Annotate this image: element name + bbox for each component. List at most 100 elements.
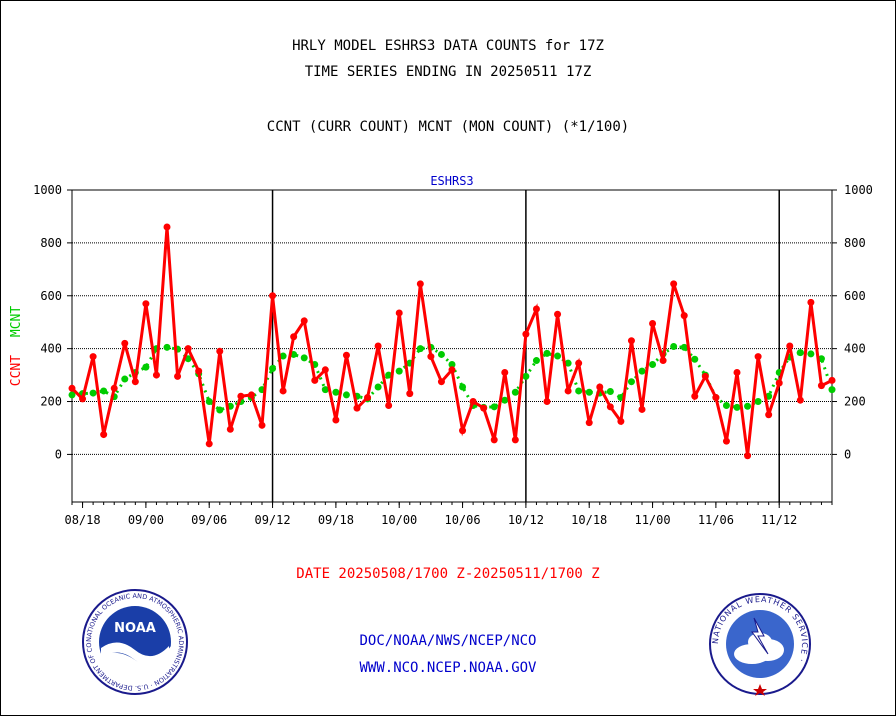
data-point-ccnt — [448, 366, 456, 374]
data-point-mcnt — [807, 350, 815, 358]
data-point-ccnt — [321, 366, 329, 374]
data-point-ccnt — [353, 404, 361, 412]
data-point-mcnt — [575, 387, 583, 395]
data-point-ccnt — [437, 378, 445, 386]
y-tick-label-right: 600 — [844, 289, 866, 303]
x-tick-label: 09/18 — [318, 513, 354, 527]
data-point-mcnt — [279, 352, 287, 360]
data-point-mcnt — [332, 388, 340, 396]
data-point-ccnt — [480, 404, 488, 412]
x-tick-label: 10/00 — [381, 513, 417, 527]
data-point-ccnt — [627, 337, 635, 345]
data-point-mcnt — [100, 387, 108, 395]
data-point-ccnt — [290, 333, 298, 341]
nws-logo: NATIONAL WEATHER SERVICE · — [708, 592, 812, 700]
data-point-ccnt — [247, 391, 255, 399]
data-point-ccnt — [691, 392, 699, 400]
data-point-mcnt — [216, 406, 224, 414]
data-point-ccnt — [564, 387, 572, 395]
plot-title: ESHRS3 — [430, 174, 473, 188]
data-point-ccnt — [406, 390, 414, 398]
data-point-ccnt — [184, 345, 192, 353]
data-point-mcnt — [511, 388, 519, 396]
data-point-mcnt — [321, 386, 329, 394]
data-point-mcnt — [532, 357, 540, 365]
data-point-ccnt — [532, 305, 540, 313]
data-point-mcnt — [585, 388, 593, 396]
data-point-mcnt — [395, 367, 403, 375]
x-tick-label: 09/12 — [254, 513, 290, 527]
data-point-ccnt — [522, 330, 530, 338]
data-point-mcnt — [269, 364, 277, 372]
data-point-mcnt — [142, 363, 150, 371]
data-point-ccnt — [807, 298, 815, 306]
chart-subtitle: CCNT (CURR COUNT) MCNT (MON COUNT) (*1/1… — [266, 119, 630, 135]
data-point-mcnt — [163, 343, 171, 351]
data-point-mcnt — [638, 367, 646, 375]
data-point-ccnt — [68, 384, 76, 392]
y-tick-label-right: 1000 — [844, 183, 873, 197]
data-point-ccnt — [279, 387, 287, 395]
data-point-ccnt — [554, 310, 562, 318]
x-tick-label: 11/12 — [761, 513, 797, 527]
y-tick-label-right: 200 — [844, 395, 866, 409]
x-tick-label: 10/18 — [571, 513, 607, 527]
y-tick-label-right: 800 — [844, 236, 866, 250]
data-point-ccnt — [670, 280, 678, 288]
data-point-mcnt — [627, 378, 635, 386]
data-point-mcnt — [374, 383, 382, 391]
data-point-mcnt — [606, 387, 614, 395]
y-axis-label-ccnt: CCNT — [9, 355, 24, 386]
data-point-ccnt — [511, 436, 519, 444]
data-point-mcnt — [205, 398, 213, 406]
data-point-ccnt — [722, 437, 730, 445]
data-point-ccnt — [680, 312, 688, 320]
y-tick-label-left: 600 — [40, 289, 62, 303]
x-tick-label: 08/18 — [64, 513, 100, 527]
y-tick-label-left: 200 — [40, 395, 62, 409]
data-point-mcnt — [691, 355, 699, 363]
data-point-ccnt — [269, 292, 277, 300]
data-point-ccnt — [205, 440, 213, 448]
data-point-ccnt — [395, 309, 403, 317]
data-point-ccnt — [300, 317, 308, 325]
data-point-ccnt — [606, 403, 614, 411]
data-point-ccnt — [638, 405, 646, 413]
data-point-mcnt — [543, 349, 551, 357]
data-point-ccnt — [258, 421, 266, 429]
data-point-mcnt — [670, 343, 678, 351]
data-point-ccnt — [163, 223, 171, 231]
data-point-ccnt — [659, 357, 667, 365]
y-tick-label-left: 400 — [40, 342, 62, 356]
data-point-mcnt — [448, 361, 456, 369]
data-point-mcnt — [459, 383, 467, 391]
y-axis-label-mcnt: MCNT — [9, 306, 24, 337]
noaa-logo-text: NOAA — [114, 621, 156, 636]
date-range: DATE 20250508/1700 Z-20250511/1700 Z — [296, 566, 600, 582]
data-point-mcnt — [300, 354, 308, 362]
data-point-ccnt — [237, 392, 245, 400]
data-point-ccnt — [374, 342, 382, 350]
y-tick-label-left: 1000 — [33, 183, 62, 197]
y-axis-label: CCNT MCNT — [9, 306, 24, 387]
data-point-mcnt — [501, 396, 509, 404]
data-point-ccnt — [121, 339, 129, 347]
y-tick-label-left: 0 — [55, 447, 62, 461]
data-point-mcnt — [490, 403, 498, 411]
data-point-mcnt — [437, 350, 445, 358]
data-point-ccnt — [110, 384, 118, 392]
data-point-ccnt — [575, 359, 583, 367]
data-point-ccnt — [585, 419, 593, 427]
data-point-mcnt — [754, 398, 762, 406]
x-tick-label: 11/00 — [634, 513, 670, 527]
data-point-ccnt — [216, 347, 224, 355]
data-point-mcnt — [121, 375, 129, 383]
chart-title-line2: TIME SERIES ENDING IN 20250511 17Z — [304, 64, 592, 80]
data-point-mcnt — [554, 352, 562, 360]
data-point-ccnt — [786, 342, 794, 350]
data-point-ccnt — [89, 353, 97, 361]
data-point-mcnt — [342, 391, 350, 399]
x-axis-ticks: 08/18 09/00 09/06 09/12 09/18 10/00 10/06 10/12… — [64, 502, 833, 527]
data-point-ccnt — [543, 398, 551, 406]
